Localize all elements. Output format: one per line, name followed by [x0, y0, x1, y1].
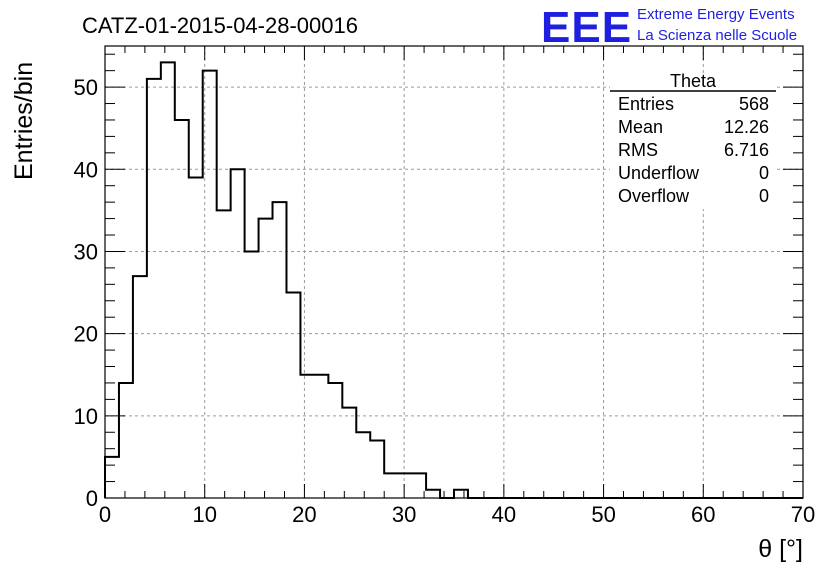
histogram-bin [133, 276, 147, 498]
stats-row-label: Mean [618, 117, 663, 137]
stats-row-value: 0 [759, 163, 769, 183]
stats-row-value: 12.26 [724, 117, 769, 137]
histogram-bin [273, 202, 287, 498]
histogram-bin [147, 79, 161, 498]
plot-frame [104, 45, 804, 499]
y-axis-title: Entries/bin [10, 62, 38, 180]
histogram-bin [286, 293, 300, 498]
y-tick-label: 20 [74, 322, 98, 347]
histogram-bin [300, 375, 314, 498]
x-tick-label: 30 [392, 502, 416, 527]
x-axis-title: θ [°] [758, 535, 803, 563]
histogram-bin [342, 408, 356, 498]
histogram-bin [189, 177, 203, 498]
x-tick-labels: 0 10 20 30 40 50 60 70 [99, 502, 815, 527]
histogram-bin [105, 457, 119, 498]
histogram-bin [426, 490, 440, 498]
stats-title: Theta [670, 71, 717, 91]
y-tick-label: 30 [74, 239, 98, 264]
x-tick-label: 20 [292, 502, 316, 527]
histogram-bin [259, 219, 273, 498]
grid [105, 46, 803, 498]
y-tick-label: 50 [74, 75, 98, 100]
histogram-bin [412, 473, 426, 498]
x-tick-label: 40 [492, 502, 516, 527]
chart-title: CATZ-01-2015-04-28-00016 [82, 13, 358, 38]
histogram-bin [328, 383, 342, 498]
stats-row-label: Overflow [618, 186, 690, 206]
histogram-bin [384, 473, 398, 498]
histogram-bin [231, 169, 245, 498]
stats-row-label: Entries [618, 94, 674, 114]
stats-row-label: RMS [618, 140, 658, 160]
histogram-bin [119, 383, 133, 498]
histogram-bin [175, 120, 189, 498]
histogram-bin [245, 251, 259, 498]
x-tick-label: 60 [691, 502, 715, 527]
histogram-bin [454, 490, 468, 498]
histogram-bin [370, 440, 384, 498]
y-tick-label: 0 [86, 486, 98, 511]
histogram-bin [314, 375, 328, 498]
y-tick-label: 40 [74, 157, 98, 182]
stats-row-value: 568 [739, 94, 769, 114]
x-tick-label: 10 [192, 502, 216, 527]
logo-line-2: La Scienza nelle Scuole [637, 27, 797, 44]
stats-rows: Entries 568 Mean 12.26 RMS 6.716 Underflow 0 Ove… [618, 94, 769, 206]
histogram-bin [217, 210, 231, 498]
stats-row-value: 0 [759, 186, 769, 206]
y-tick-label: 10 [74, 404, 98, 429]
y-tick-labels: 0 10 20 30 40 50 [74, 75, 98, 511]
stats-row-value: 6.716 [724, 140, 769, 160]
histogram-bin [203, 71, 217, 498]
stats-box: Theta Entries 568 Mean 12.26 RMS 6.716 Underfl… [610, 71, 776, 209]
histogram-bin [398, 473, 412, 498]
stats-row-label: Underflow [618, 163, 700, 183]
eee-logo: EEE Extreme Energy Events La Scienza nel… [541, 3, 797, 52]
stats-box-frame [610, 73, 776, 209]
x-tick-label: 50 [591, 502, 615, 527]
x-tick-label: 0 [99, 502, 111, 527]
histogram-bin [161, 62, 175, 498]
logo-mark: EEE [541, 3, 632, 52]
x-tick-label: 70 [791, 502, 815, 527]
logo-line-1: Extreme Energy Events [637, 6, 795, 23]
histogram-bin [356, 432, 370, 498]
